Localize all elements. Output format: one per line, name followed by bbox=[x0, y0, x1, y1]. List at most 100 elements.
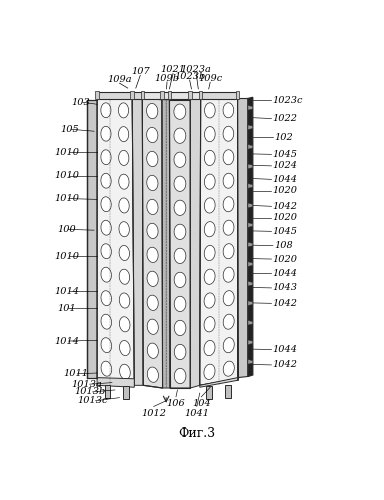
Polygon shape bbox=[248, 184, 253, 188]
Polygon shape bbox=[223, 173, 234, 188]
Polygon shape bbox=[223, 290, 234, 306]
Polygon shape bbox=[87, 100, 97, 378]
Polygon shape bbox=[147, 152, 158, 166]
Text: 100: 100 bbox=[57, 225, 76, 234]
Polygon shape bbox=[223, 150, 234, 165]
Text: 106: 106 bbox=[167, 400, 185, 408]
Text: 1020: 1020 bbox=[273, 254, 298, 264]
Text: 1042: 1042 bbox=[273, 202, 298, 211]
Text: 105: 105 bbox=[60, 125, 79, 134]
Polygon shape bbox=[204, 222, 215, 237]
Polygon shape bbox=[101, 244, 111, 258]
FancyBboxPatch shape bbox=[141, 91, 144, 98]
Text: 1045: 1045 bbox=[273, 227, 298, 236]
Polygon shape bbox=[147, 176, 158, 190]
Polygon shape bbox=[204, 150, 215, 166]
Text: 1041: 1041 bbox=[184, 409, 209, 418]
Polygon shape bbox=[235, 100, 238, 380]
Polygon shape bbox=[147, 271, 158, 286]
Polygon shape bbox=[248, 222, 253, 228]
Polygon shape bbox=[101, 103, 111, 118]
Polygon shape bbox=[174, 368, 186, 384]
Polygon shape bbox=[147, 247, 158, 262]
Polygon shape bbox=[223, 126, 234, 142]
Polygon shape bbox=[248, 164, 253, 168]
Polygon shape bbox=[142, 92, 201, 98]
Polygon shape bbox=[174, 104, 186, 120]
Polygon shape bbox=[223, 220, 234, 236]
Polygon shape bbox=[119, 293, 130, 308]
Polygon shape bbox=[101, 150, 111, 164]
Text: 1045: 1045 bbox=[273, 150, 298, 159]
Polygon shape bbox=[119, 198, 129, 213]
Polygon shape bbox=[101, 314, 112, 329]
FancyBboxPatch shape bbox=[95, 91, 99, 98]
Text: 1013b: 1013b bbox=[75, 388, 106, 396]
Text: 1044: 1044 bbox=[273, 345, 298, 354]
Text: 109c: 109c bbox=[198, 74, 222, 83]
Polygon shape bbox=[223, 196, 234, 212]
Polygon shape bbox=[101, 126, 111, 141]
Polygon shape bbox=[101, 173, 111, 188]
FancyBboxPatch shape bbox=[131, 91, 134, 98]
FancyBboxPatch shape bbox=[236, 91, 239, 98]
Text: 1022: 1022 bbox=[273, 114, 298, 123]
Polygon shape bbox=[200, 98, 238, 386]
Polygon shape bbox=[147, 367, 159, 382]
Text: 1011: 1011 bbox=[63, 370, 88, 378]
Polygon shape bbox=[119, 126, 129, 142]
Text: 1014: 1014 bbox=[54, 286, 79, 296]
Text: 1013a: 1013a bbox=[72, 380, 103, 388]
Text: 109b: 109b bbox=[154, 74, 180, 82]
Text: 1044: 1044 bbox=[273, 269, 298, 278]
Polygon shape bbox=[97, 98, 134, 386]
Text: 101: 101 bbox=[57, 304, 76, 313]
Polygon shape bbox=[223, 267, 234, 282]
Text: 104: 104 bbox=[192, 400, 211, 408]
Polygon shape bbox=[169, 100, 190, 388]
Text: 1010: 1010 bbox=[54, 148, 79, 157]
Text: Фиг.3: Фиг.3 bbox=[178, 427, 215, 440]
Polygon shape bbox=[97, 378, 134, 387]
Polygon shape bbox=[101, 196, 111, 212]
Polygon shape bbox=[174, 344, 186, 360]
Polygon shape bbox=[204, 198, 215, 213]
Text: 1042: 1042 bbox=[273, 299, 298, 308]
Polygon shape bbox=[248, 125, 253, 130]
Polygon shape bbox=[248, 98, 253, 376]
Polygon shape bbox=[142, 98, 162, 388]
Polygon shape bbox=[204, 246, 215, 260]
Polygon shape bbox=[101, 290, 111, 306]
Polygon shape bbox=[223, 244, 234, 259]
FancyBboxPatch shape bbox=[206, 386, 212, 399]
Polygon shape bbox=[248, 262, 253, 266]
Polygon shape bbox=[200, 378, 238, 387]
Text: 1013c: 1013c bbox=[78, 396, 108, 405]
Polygon shape bbox=[147, 223, 158, 238]
Text: 1044: 1044 bbox=[273, 175, 298, 184]
Text: 1042: 1042 bbox=[273, 360, 298, 370]
Polygon shape bbox=[248, 203, 253, 208]
Text: 103: 103 bbox=[72, 98, 91, 107]
Text: 1023a: 1023a bbox=[181, 65, 212, 74]
Text: 1021: 1021 bbox=[161, 65, 185, 74]
Polygon shape bbox=[119, 174, 129, 190]
Polygon shape bbox=[190, 98, 201, 388]
Polygon shape bbox=[99, 100, 101, 380]
Polygon shape bbox=[174, 152, 186, 168]
Polygon shape bbox=[238, 98, 248, 378]
Text: 1012: 1012 bbox=[141, 409, 166, 418]
Polygon shape bbox=[174, 320, 186, 336]
Polygon shape bbox=[119, 340, 130, 355]
Polygon shape bbox=[174, 128, 186, 144]
Text: 1010: 1010 bbox=[54, 194, 79, 203]
Polygon shape bbox=[119, 269, 130, 284]
Polygon shape bbox=[248, 282, 253, 286]
FancyBboxPatch shape bbox=[189, 91, 192, 98]
Text: 107: 107 bbox=[131, 67, 150, 76]
Polygon shape bbox=[204, 293, 215, 308]
Polygon shape bbox=[119, 222, 129, 237]
Polygon shape bbox=[147, 104, 158, 118]
Polygon shape bbox=[248, 301, 253, 306]
Polygon shape bbox=[97, 92, 142, 98]
